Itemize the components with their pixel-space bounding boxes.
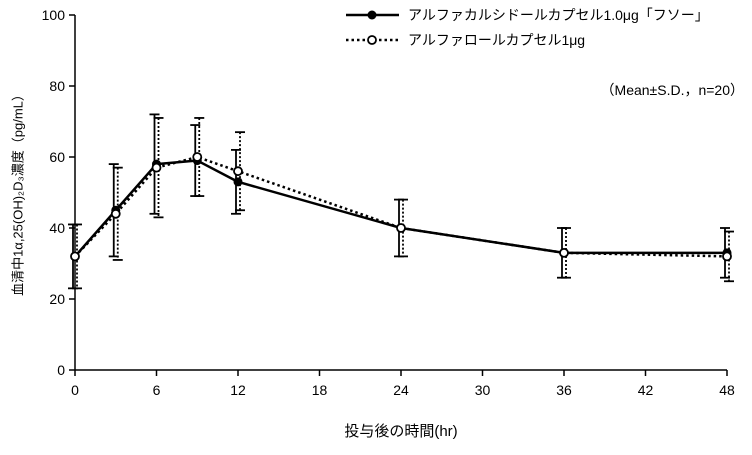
dotted-line-open-circle-swatch: [346, 35, 399, 45]
legend-item-alfarol: アルファロールカプセル1μg: [345, 30, 709, 50]
x-tick-label: 30: [475, 382, 491, 398]
y-tick-label: 100: [42, 7, 66, 23]
data-point-open: [559, 247, 569, 258]
data-point-filled: [233, 177, 243, 187]
y-tick-label: 40: [49, 220, 65, 236]
x-tick-label: 42: [638, 382, 654, 398]
legend: アルファカルシドールカプセル1.0μg「フソー」 アルファロールカプセル1μg: [345, 5, 709, 50]
y-tick-label: 0: [57, 362, 65, 378]
solid-line-filled-circle-swatch: [346, 10, 399, 20]
data-point-open: [70, 251, 80, 262]
x-tick-label: 48: [719, 382, 735, 398]
mean-sd-annotation: （Mean±S.D.，n=20）: [600, 82, 744, 98]
data-point-open: [151, 162, 162, 173]
y-tick-label: 60: [49, 149, 65, 165]
x-tick-label: 12: [230, 382, 246, 398]
series-line-1: [74, 155, 728, 258]
x-tick-label: 6: [153, 382, 161, 398]
data-point-open: [110, 208, 121, 219]
x-tick-label: 0: [71, 382, 79, 398]
data-point-open: [722, 251, 732, 262]
x-tick-label: 36: [556, 382, 572, 398]
legend-label-alfarol: アルファロールカプセル1μg: [408, 32, 586, 48]
legend-label-alfacalcidol: アルファカルシドールカプセル1.0μg「フソー」: [408, 7, 709, 23]
y-tick-label: 20: [49, 291, 65, 307]
y-axis-label: 血清中1α,25(OH)₂D₃濃度（pg/mL）: [10, 88, 26, 296]
x-axis-label: 投与後の時間(hr): [344, 423, 458, 440]
legend-item-alfacalcidol: アルファカルシドールカプセル1.0μg「フソー」: [345, 5, 709, 25]
data-point-open: [192, 152, 203, 162]
data-point-open: [233, 166, 243, 177]
series-line-0: [74, 159, 727, 258]
data-point-open: [396, 223, 406, 233]
x-tick-label: 18: [312, 382, 328, 398]
x-tick-label: 24: [393, 382, 409, 398]
y-tick-label: 80: [49, 78, 65, 94]
